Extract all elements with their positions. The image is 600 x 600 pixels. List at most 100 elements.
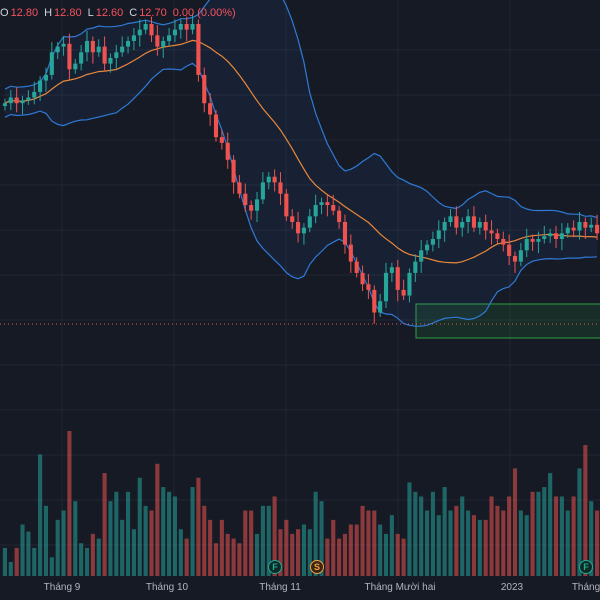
volume-bar [184, 538, 189, 576]
volume-bar [43, 505, 49, 576]
volume-bar [55, 519, 60, 576]
candles[interactable] [2, 13, 600, 324]
candle-body [395, 267, 400, 290]
close-value: 12.70 [139, 7, 167, 19]
candle-body [372, 289, 377, 313]
candle-body [184, 24, 189, 30]
volume-bar [120, 519, 125, 576]
candle-body [589, 224, 594, 228]
x-tick-label: Tháng [571, 582, 600, 593]
candle-body [565, 227, 570, 234]
candle-body [120, 46, 125, 53]
financial-event-marker[interactable]: F [579, 560, 593, 574]
volume-bar [378, 524, 383, 576]
candle-body [213, 114, 219, 138]
volume-bar [595, 510, 600, 576]
low-label: L [87, 7, 94, 19]
candle-body [442, 222, 447, 231]
bollinger-lower-band [4, 62, 598, 327]
x-tick-label: 2023 [500, 582, 524, 593]
candle-body [407, 272, 412, 296]
volume-bar [237, 543, 242, 576]
time-axis[interactable]: Tháng 9 Tháng 10 Tháng 11 Tháng Mười hai… [0, 576, 600, 600]
volume-bar [413, 491, 418, 576]
volume-bar [454, 505, 459, 576]
candle-body [348, 244, 353, 262]
volume-bar [383, 533, 389, 576]
volume-bar [84, 547, 90, 576]
candle-body [208, 103, 213, 115]
high-label: H [44, 7, 53, 19]
candle-body [49, 52, 54, 75]
volume-bar [260, 505, 265, 576]
candle-body [20, 100, 25, 104]
volume-bar [448, 510, 453, 576]
candle-body [137, 29, 142, 36]
volume-bars[interactable] [2, 431, 600, 576]
x-tick-label: Tháng 9 [43, 582, 81, 593]
volume-bar [483, 519, 488, 576]
candle-body [436, 230, 441, 239]
candle-body [331, 205, 336, 211]
candle-body [266, 176, 271, 183]
candle-body [301, 227, 306, 234]
candle-body [501, 238, 506, 245]
volume-bar [389, 515, 394, 576]
volume-bar [14, 547, 19, 576]
open-label: O [0, 7, 9, 19]
candle-body [108, 57, 113, 64]
volume-bar [137, 477, 142, 576]
x-tick-label: Tháng Mười hai [364, 582, 436, 593]
split-event-marker[interactable]: S [310, 560, 324, 574]
candle-body [278, 182, 283, 194]
candle-body [553, 233, 559, 239]
volume-bar [501, 510, 506, 576]
candle-body [430, 238, 435, 245]
candle-body [55, 46, 60, 53]
volume-bar [518, 510, 523, 576]
candle-body [172, 29, 178, 36]
candle-body [125, 40, 131, 47]
volume-bar [337, 538, 342, 576]
candle-body [32, 91, 37, 98]
candle-body [149, 24, 154, 36]
candle-body [272, 176, 277, 183]
candle-body [249, 205, 254, 211]
volume-bar [178, 529, 183, 576]
volume-bar [319, 501, 324, 576]
candle-body [483, 222, 488, 231]
financial-event-marker[interactable]: F [268, 560, 282, 574]
candle-body [225, 142, 230, 160]
volume-bar [401, 538, 406, 576]
volume-bar [79, 543, 84, 576]
volume-bar [190, 487, 195, 576]
volume-bar [225, 533, 230, 576]
volume-bar [90, 533, 95, 576]
volume-bar [495, 505, 500, 576]
candle-body [424, 244, 430, 251]
candle-body [524, 238, 529, 251]
volume-bar [254, 533, 260, 576]
candle-body [231, 159, 236, 183]
volume-bar [489, 496, 494, 576]
volume-bar [466, 510, 471, 576]
candle-body [389, 267, 394, 273]
volume-bar [114, 491, 119, 576]
candle-body [360, 272, 365, 285]
volume-bar [471, 515, 477, 576]
candle-body [219, 137, 224, 143]
price-range-box[interactable] [415, 303, 600, 339]
volume-bar [278, 529, 283, 576]
volume-bar [583, 445, 588, 576]
candle-body [337, 210, 342, 222]
candle-body [155, 35, 160, 47]
x-tick-label: Tháng 11 [259, 582, 301, 593]
volume-bar [548, 473, 553, 576]
candle-body [378, 301, 383, 313]
volume-bar [266, 505, 271, 576]
candle-body [325, 202, 330, 206]
volume-bar [167, 491, 172, 576]
volume-bar [407, 482, 412, 576]
candle-body [196, 24, 201, 75]
